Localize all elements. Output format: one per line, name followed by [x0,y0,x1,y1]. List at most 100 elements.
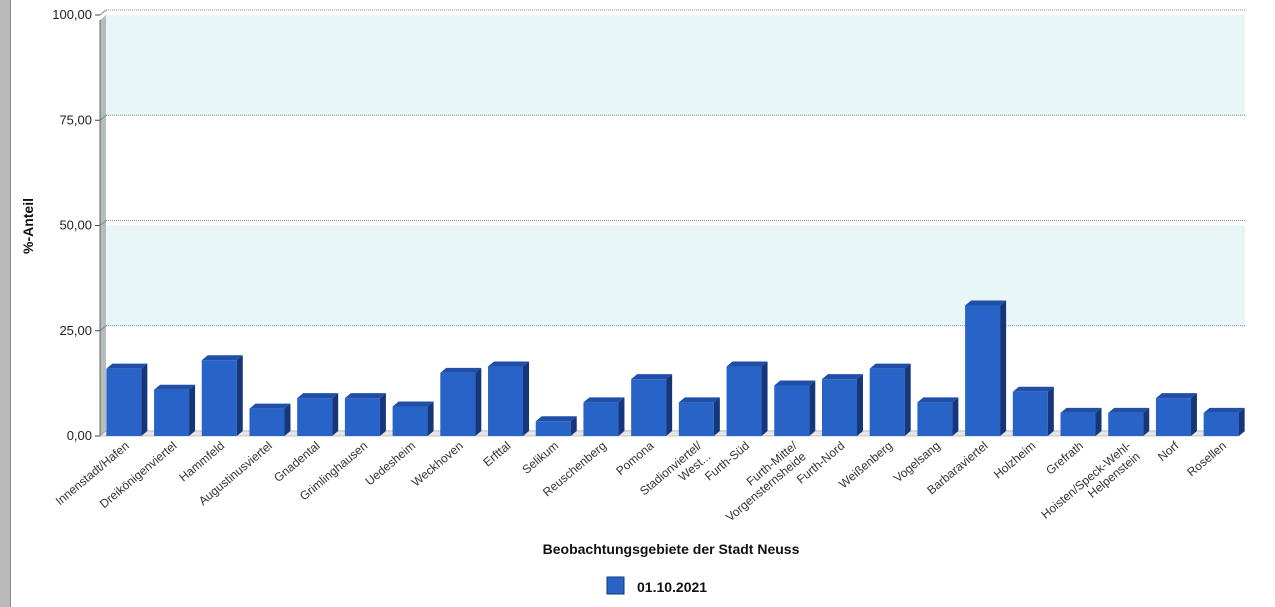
y-tick-label: 100,00 [52,7,92,22]
bar-front [1108,412,1144,436]
bar-front [392,406,428,436]
bar-top [917,397,959,403]
bar-top [1155,393,1197,399]
bar-top [154,384,196,390]
gridline-depth [99,220,107,226]
bar-side [1190,393,1197,436]
bar-top [392,401,434,407]
bar-side [141,363,148,436]
plot-band [106,225,1245,326]
bar-top [583,397,625,403]
bars [106,300,1245,436]
bar-front [726,366,762,436]
bar-side [1238,407,1245,436]
bar-side [1047,386,1054,436]
bar-front [297,398,333,436]
bar-side [284,403,291,436]
bar-front [535,421,571,436]
gridline-depth [99,9,107,16]
legend: 01.10.2021 [606,576,707,595]
window-left-border [0,0,11,607]
bar-top [1108,407,1150,413]
x-axis-ticks: Innenstadt/HafenDreikönigenviertelHammfe… [53,438,1229,533]
bar [106,363,148,436]
y-axis-title: %-Anteil [20,198,36,254]
gridlines [95,9,1246,437]
plot-bands [100,15,1245,436]
bar-front [344,398,380,436]
bar [583,397,625,436]
bar [154,384,196,436]
bar-side [379,393,386,436]
legend-swatch [606,576,625,595]
y-axis-ticks: 0,00 25,00 50,00 75,00 100,00 [52,7,92,443]
legend-label: 01.10.2021 [637,579,707,595]
bar-front [1060,412,1096,436]
bar-side [1143,407,1150,436]
x-tick-label: Rosellen [1184,439,1229,480]
bar-top [297,393,339,399]
bar [774,380,816,436]
bar-side [332,393,339,436]
bar-side [713,397,720,436]
bar-front [631,379,667,436]
x-axis-title: Beobachtungsgebiete der Stadt Neuss [543,541,800,557]
bar [965,300,1007,436]
bar-front [488,366,524,436]
bar [1203,407,1245,436]
x-tick-label: Grefrath [1043,439,1086,478]
bar [1155,393,1197,436]
bar-top [774,380,816,386]
x-tick-label: Hoisten/Speck-Wehl-Helpenstein [1038,439,1142,533]
bar-front [965,305,1001,436]
bar-top [965,300,1007,306]
bar [726,361,768,436]
bar [678,397,720,436]
bar-top [1203,407,1245,413]
bar-side [618,397,625,436]
x-tick-label: Weißenberg [836,439,895,492]
bar [1060,407,1102,436]
bar-top [201,355,243,361]
bar-front [869,368,905,436]
bar-top [1012,386,1054,392]
bar-front [1012,391,1048,436]
y-tick-label: 50,00 [59,218,92,233]
bar-side [809,380,816,436]
y-tick-label: 0,00 [67,428,92,443]
bar-top [1060,407,1102,413]
bar-side [952,397,959,436]
bar-side [856,374,863,436]
bar [201,355,243,436]
bar-side [427,401,434,436]
x-tick-label: Weckhoven [409,439,466,490]
gridline-depth [99,325,107,332]
bar-front [678,402,714,436]
bar-side [666,374,673,436]
bar-top [440,367,482,373]
bar-top [488,361,530,367]
bar-side [904,363,911,436]
bar-top [344,393,386,399]
plot-band [106,15,1245,116]
bar-side [236,355,243,436]
gridline-depth [99,114,107,121]
bar-front [106,368,142,436]
x-tick-label: Norf [1155,438,1182,464]
bar-top [631,374,673,380]
bar-front [1155,398,1191,436]
bar-front [440,372,476,436]
bar-top [869,363,911,369]
y-tick-label: 75,00 [59,112,92,127]
axis-wall [100,15,106,436]
x-tick-label: Erfttal [480,439,513,470]
bar-top [726,361,768,367]
bar-front [774,385,810,436]
y-tick-label: 25,00 [59,323,92,338]
bar-front [154,389,190,436]
bar-side [570,416,577,436]
bar-front [583,402,619,436]
bar-side [1095,407,1102,436]
bar-top [821,374,863,380]
